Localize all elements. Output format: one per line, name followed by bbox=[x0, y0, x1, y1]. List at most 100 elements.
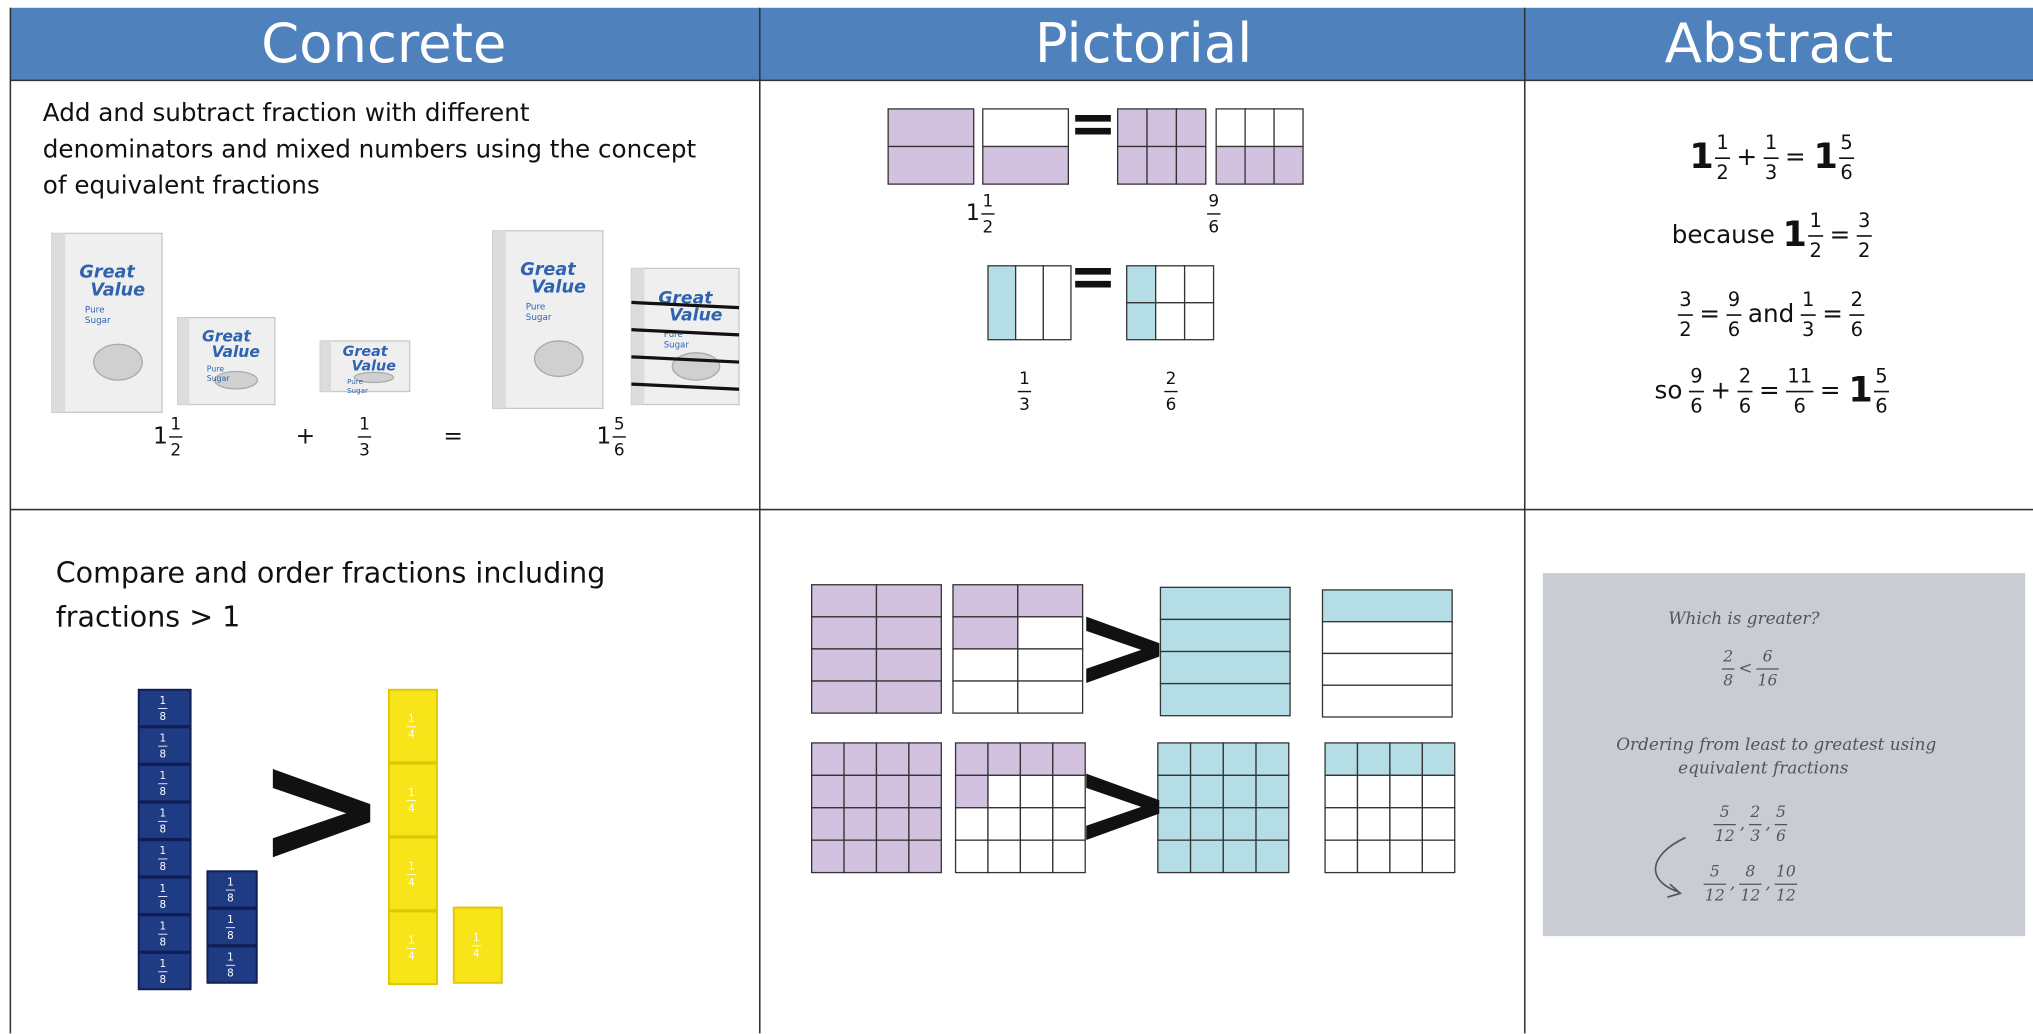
fraction-block: 14 bbox=[452, 906, 503, 984]
denominator: 6 bbox=[1851, 318, 1863, 341]
whole-number: 1 bbox=[966, 201, 980, 226]
bag-spoon bbox=[533, 340, 584, 378]
model-cell bbox=[1175, 145, 1207, 185]
model-cell bbox=[1189, 774, 1224, 809]
column-header: Pictorial bbox=[1035, 11, 1252, 75]
fraction-block: 18 bbox=[137, 688, 192, 728]
fraction-model bbox=[987, 265, 1072, 341]
bag-product: Pure bbox=[85, 305, 105, 315]
model-cell bbox=[1356, 742, 1391, 776]
math-symbol: = bbox=[1830, 220, 1851, 249]
numerator: 1 bbox=[159, 920, 166, 932]
model-cell bbox=[908, 839, 942, 874]
bag-brand: Great bbox=[343, 344, 389, 360]
description: of equivalent fractions bbox=[43, 171, 320, 200]
denominator: 2 bbox=[1858, 239, 1870, 262]
numerator: 5 bbox=[1776, 803, 1786, 821]
numerator: 1 bbox=[227, 876, 234, 888]
fraction-block: 18 bbox=[206, 907, 258, 947]
handwriting: Ordering from least to greatest using bbox=[1616, 734, 1936, 754]
model-cell bbox=[954, 742, 989, 776]
bag-band bbox=[631, 300, 740, 310]
block bbox=[387, 910, 438, 986]
whole-number: 1 bbox=[1689, 137, 1713, 177]
bag-product: Sugar bbox=[347, 386, 368, 395]
numerator: 2 bbox=[1166, 368, 1177, 388]
description: Compare and order fractions including bbox=[56, 556, 606, 589]
fraction-model bbox=[1116, 108, 1207, 185]
model-cell bbox=[875, 648, 942, 682]
model-cell bbox=[1183, 265, 1215, 304]
model-cell bbox=[1255, 807, 1290, 841]
fraction-model bbox=[887, 108, 975, 185]
denominator: 6 bbox=[1690, 395, 1702, 418]
numerator: 9 bbox=[1208, 190, 1219, 210]
bag-brand: Value bbox=[352, 358, 397, 374]
denominator: 8 bbox=[227, 930, 234, 942]
denominator: 6 bbox=[1840, 161, 1852, 184]
bag-brand: Value bbox=[669, 306, 723, 326]
numerator: 5 bbox=[1840, 131, 1852, 154]
math-line: 1 12+ 13= 1 56 bbox=[1689, 131, 1855, 184]
denominator: 2 bbox=[1716, 161, 1728, 184]
model-cell bbox=[987, 807, 1022, 841]
bag-brand: Great bbox=[520, 260, 576, 280]
denominator: 12 bbox=[1705, 887, 1725, 905]
model-label: 26 bbox=[1164, 368, 1178, 414]
whole-number: 1 bbox=[1848, 371, 1872, 411]
model-cell bbox=[954, 774, 989, 809]
bag-product: Pure bbox=[526, 302, 546, 312]
block bbox=[137, 876, 192, 916]
fraction-model bbox=[1215, 108, 1304, 185]
math-line: 3 2 = 9 6 and 1 3 = 2 6 bbox=[1677, 288, 1865, 341]
model-cell bbox=[810, 839, 845, 874]
bag-spoon bbox=[213, 370, 259, 390]
model-cell bbox=[1389, 774, 1423, 809]
description: fractions > 1 bbox=[56, 600, 241, 633]
handwriting: Which is greater? bbox=[1668, 608, 1820, 628]
model-cell bbox=[1019, 774, 1054, 809]
equation-term: + bbox=[296, 421, 316, 449]
model-cell bbox=[1215, 145, 1246, 185]
bag-product: Sugar bbox=[526, 313, 552, 323]
denominator: 3 bbox=[1750, 827, 1760, 845]
numerator: 1 bbox=[473, 932, 480, 944]
block bbox=[137, 688, 192, 728]
numerator: 3 bbox=[1679, 288, 1691, 311]
math-symbol: , bbox=[1740, 813, 1745, 833]
model-cell bbox=[1019, 807, 1054, 841]
fraction-model bbox=[810, 584, 942, 714]
math-symbol: and bbox=[1748, 299, 1794, 328]
denominator: 2 bbox=[983, 216, 994, 236]
equation-term: 1 12 bbox=[153, 413, 183, 459]
math-symbol: so bbox=[1655, 376, 1683, 405]
bag-body bbox=[51, 232, 163, 413]
model-cell bbox=[843, 807, 878, 841]
math-symbol: , bbox=[1765, 813, 1770, 833]
numerator: 1 bbox=[408, 713, 415, 725]
model-cell bbox=[987, 839, 1022, 874]
numerator: 1 bbox=[359, 413, 370, 433]
equals-sign: = bbox=[1069, 91, 1117, 157]
denominator: 8 bbox=[159, 861, 166, 873]
bag-body bbox=[630, 267, 740, 406]
model-cell bbox=[1155, 302, 1186, 341]
denominator: 8 bbox=[159, 899, 166, 911]
numerator: 1 bbox=[159, 732, 166, 744]
model-cell bbox=[1126, 302, 1157, 341]
denominator: 12 bbox=[1740, 887, 1760, 905]
model-cell bbox=[875, 680, 942, 714]
numerator: 1 bbox=[1716, 131, 1728, 154]
denominator: 6 bbox=[1875, 395, 1887, 418]
model-cell bbox=[1356, 839, 1391, 874]
column-header: Abstract bbox=[1665, 11, 1894, 75]
model-cell bbox=[1017, 584, 1084, 618]
model-cell bbox=[1157, 807, 1192, 841]
fraction-block: 14 bbox=[387, 688, 438, 764]
numerator: 8 bbox=[1745, 863, 1755, 881]
model-cell bbox=[1421, 807, 1456, 841]
model-cell bbox=[810, 680, 878, 714]
model-cell bbox=[1159, 650, 1291, 685]
